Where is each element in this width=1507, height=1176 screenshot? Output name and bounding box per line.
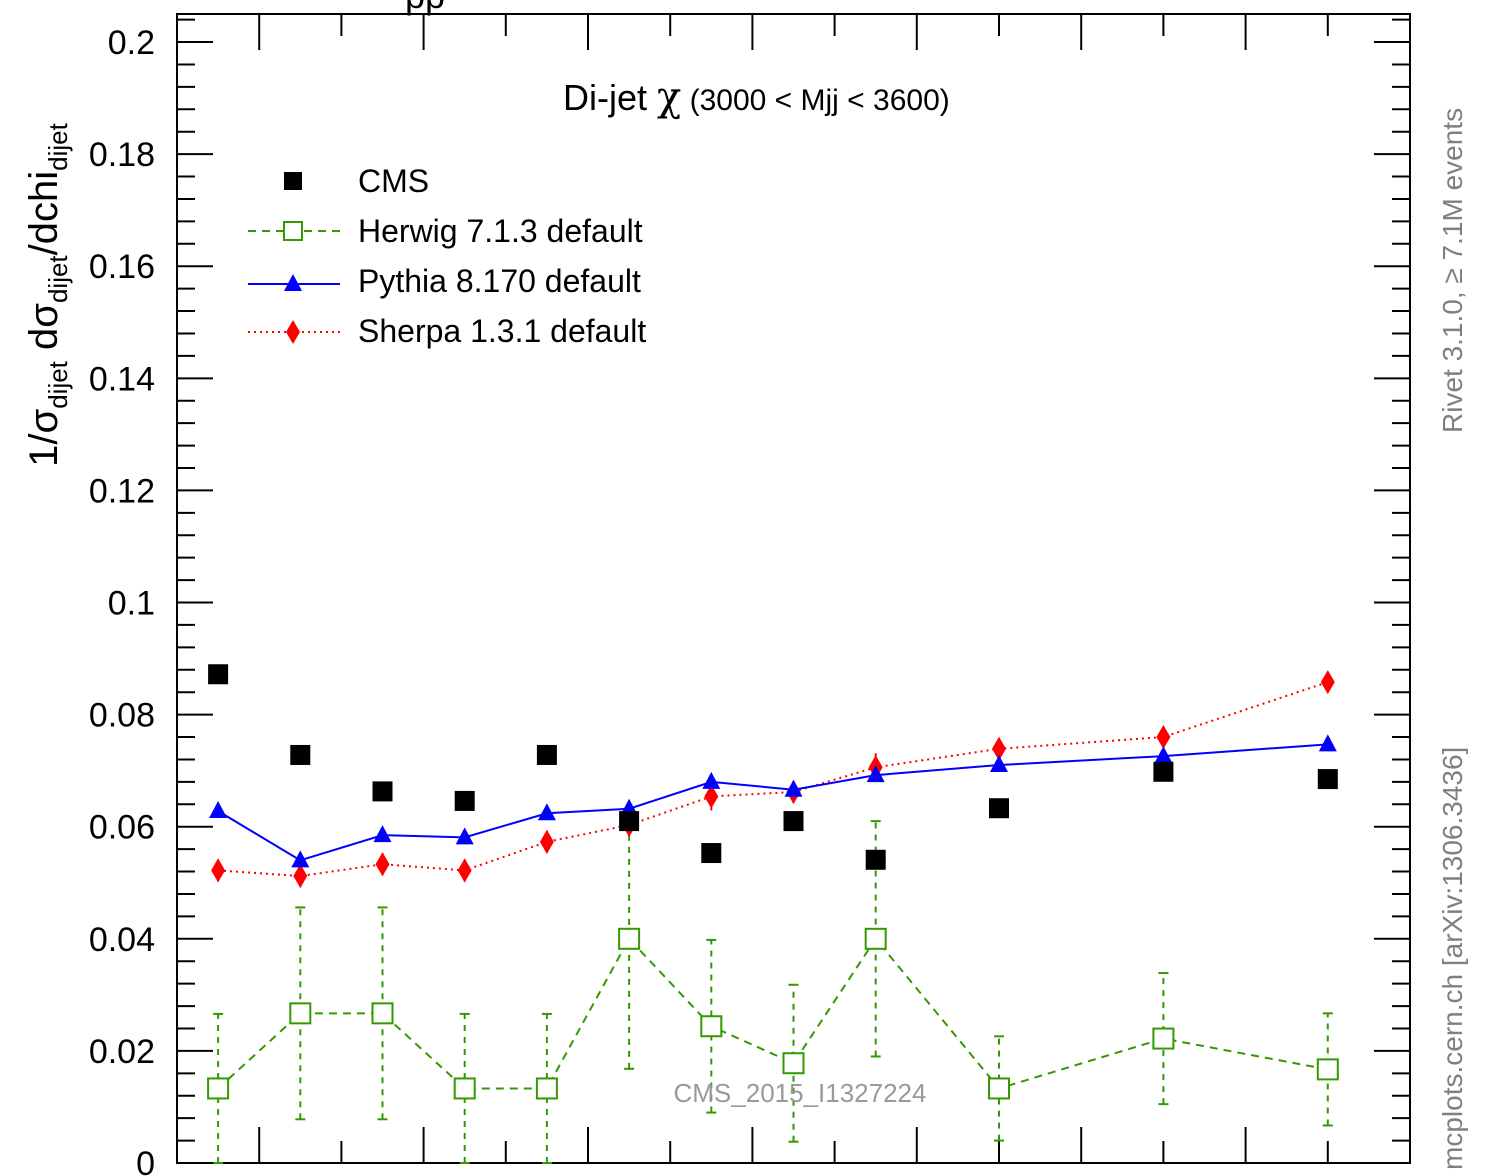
- pythia-point: [537, 803, 556, 821]
- cms-point: [208, 664, 229, 685]
- legend-label-sherpa: Sherpa 1.3.1 default: [358, 313, 646, 349]
- pythia-point: [702, 771, 721, 789]
- cms-point: [536, 744, 557, 765]
- sherpa-point: [992, 736, 1006, 761]
- cms-point: [290, 744, 311, 765]
- pythia-point: [1154, 746, 1173, 764]
- herwig-point: [618, 927, 641, 950]
- pythia-point: [1318, 734, 1337, 752]
- y-tick-label: 0: [136, 1145, 155, 1176]
- pythia-point: [209, 801, 228, 819]
- top-title-fragment: pp: [405, 0, 445, 16]
- sherpa-line: [218, 681, 1329, 878]
- herwig-point: [289, 1002, 312, 1025]
- sherpa-point: [1320, 670, 1335, 695]
- y-axis-label: 1/σdijet dσdijet/dchidijet: [22, 122, 73, 466]
- y-tick-label: 0.2: [108, 24, 155, 62]
- legend-marker-herwig: [283, 221, 303, 241]
- legend-entry-pythia: Pythia 8.170 default: [248, 263, 641, 299]
- legend-entry-sherpa: Sherpa 1.3.1 default: [248, 313, 646, 349]
- herwig-point: [782, 1052, 805, 1075]
- cms-point: [1317, 769, 1338, 790]
- y-tick-label: 0.02: [89, 1033, 155, 1071]
- y-tick-label: 0.1: [108, 585, 155, 623]
- herwig-point: [1316, 1058, 1339, 1081]
- pythia-point: [455, 827, 474, 845]
- legend-marker-sherpa: [286, 320, 300, 344]
- herwig-point: [700, 1015, 723, 1038]
- herwig-point: [864, 927, 887, 950]
- mcplots-label: mcplots.cern.ch [arXiv:1306.3436]: [1437, 747, 1468, 1170]
- legend-label-cms: CMS: [358, 163, 429, 199]
- chart-title-main: Di-jet: [563, 77, 657, 118]
- herwig-point: [207, 1077, 230, 1100]
- y-tick-label: 0.08: [89, 697, 155, 735]
- pythia-point: [373, 825, 392, 843]
- pythia-point: [291, 850, 310, 868]
- cms-point: [783, 811, 804, 832]
- y-tick-label: 0.06: [89, 809, 155, 847]
- cms-point: [619, 811, 640, 832]
- cms-point: [372, 781, 393, 802]
- y-tick-label: 0.16: [89, 248, 155, 286]
- sherpa-point: [539, 829, 554, 854]
- y-tick-label: 0.12: [89, 472, 155, 510]
- chart-title-chi: χ: [657, 74, 681, 120]
- herwig-line: [217, 937, 1328, 1090]
- herwig-point: [535, 1077, 558, 1100]
- analysis-id-label: CMS_2015_I1327224: [674, 1078, 927, 1108]
- herwig-point: [988, 1077, 1010, 1100]
- chart-title: Di-jet χ (3000 < Mjj < 3600): [563, 74, 950, 120]
- sherpa-point: [457, 858, 472, 883]
- y-tick-label: 0.04: [89, 921, 155, 959]
- legend-marker-cms: [284, 172, 302, 190]
- plot-frame: [176, 13, 1411, 1164]
- pythia-point: [990, 755, 1008, 773]
- legend-marker-pythia: [284, 274, 302, 291]
- sherpa-point: [704, 784, 719, 809]
- pythia-point: [784, 779, 803, 797]
- herwig-point: [1152, 1027, 1175, 1050]
- y-tick-label: 0.14: [89, 360, 155, 398]
- y-tick-label: 0.18: [89, 136, 155, 174]
- pythia-point: [866, 765, 885, 783]
- sherpa-point: [211, 858, 226, 883]
- herwig-point: [371, 1002, 394, 1025]
- pythia-line: [217, 743, 1328, 862]
- rivet-version-label: Rivet 3.1.0, ≥ 7.1M events: [1437, 108, 1468, 433]
- legend-label-pythia: Pythia 8.170 default: [358, 263, 641, 299]
- legend: CMS Herwig 7.1.3 default Pythia 8.170 de…: [248, 163, 646, 349]
- legend-entry-herwig: Herwig 7.1.3 default: [248, 213, 643, 249]
- herwig-point: [453, 1077, 476, 1100]
- legend-label-herwig: Herwig 7.1.3 default: [358, 213, 643, 249]
- cms-point: [865, 849, 886, 870]
- sherpa-point: [375, 852, 390, 877]
- legend-entry-cms: CMS: [284, 163, 429, 199]
- cms-point: [454, 790, 475, 811]
- cms-point: [989, 798, 1009, 819]
- sherpa-point: [293, 864, 308, 889]
- cms-point: [1153, 761, 1174, 782]
- cms-point: [701, 843, 722, 864]
- sherpa-point: [1156, 725, 1171, 750]
- chart-title-range: (3000 < Mjj < 3600): [681, 84, 950, 117]
